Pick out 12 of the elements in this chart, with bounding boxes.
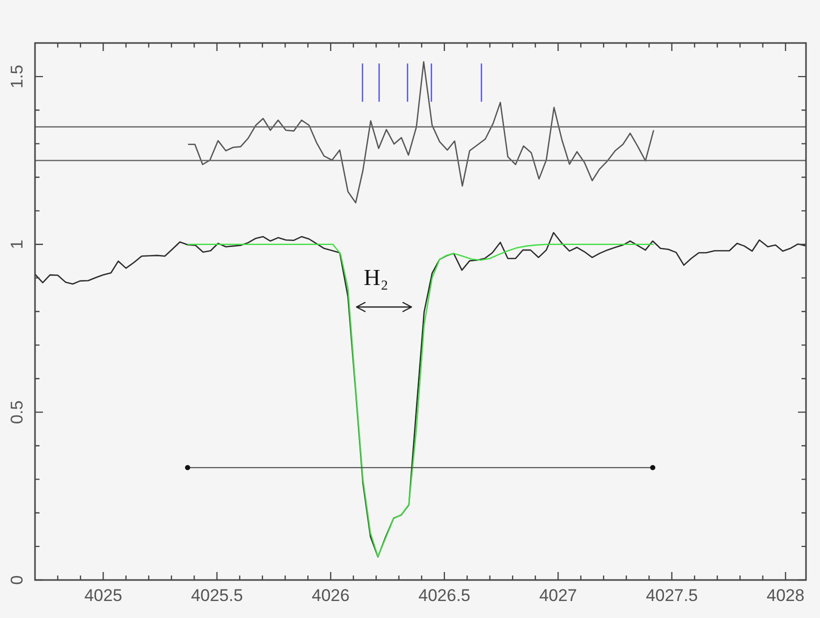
y-tick-label: 0.5 bbox=[8, 400, 27, 424]
x-tick-label: 4026.5 bbox=[418, 586, 470, 605]
x-tick-label: 4027 bbox=[539, 586, 578, 605]
x-tick-label: 4028 bbox=[766, 586, 804, 605]
y-tick-label: 1.5 bbox=[8, 64, 27, 88]
y-tick-label: 0 bbox=[8, 575, 27, 585]
x-tick-label: 4025 bbox=[84, 586, 122, 605]
x-tick-label: 4025.5 bbox=[190, 586, 243, 605]
y-tick-label: 1 bbox=[8, 240, 27, 250]
annotation: H₂ bbox=[364, 264, 388, 290]
x-tick-label: 4027.5 bbox=[646, 586, 698, 605]
x-tick-label: 4026 bbox=[312, 586, 350, 605]
